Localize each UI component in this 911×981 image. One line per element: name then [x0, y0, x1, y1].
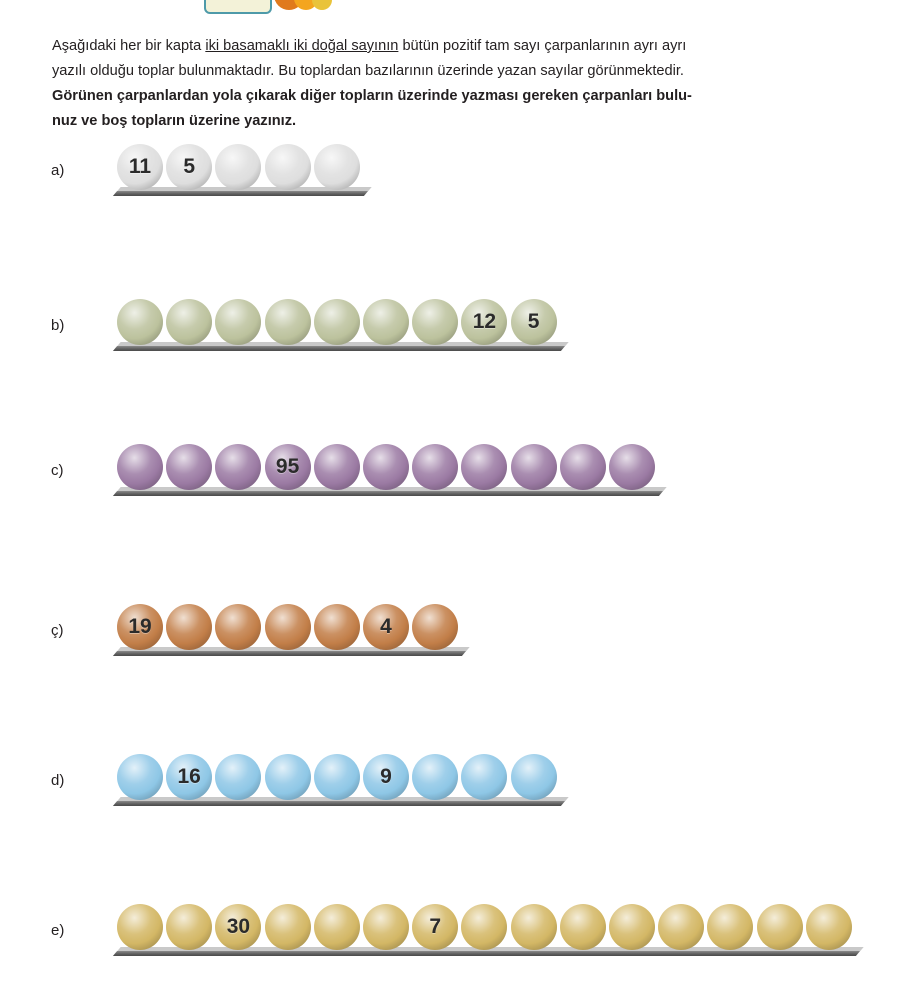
problem-label: ç)	[51, 622, 64, 639]
empty-ball[interactable]	[363, 904, 409, 950]
empty-ball[interactable]	[166, 444, 213, 490]
empty-ball[interactable]	[559, 904, 606, 950]
empty-ball[interactable]	[264, 754, 311, 800]
empty-ball[interactable]	[510, 754, 557, 800]
empty-ball[interactable]	[215, 299, 262, 345]
problem-label: c)	[51, 462, 64, 479]
numbered-ball: 19	[117, 604, 163, 650]
instruction-underlined-text: iki basamaklı iki doğal sayının	[205, 38, 399, 54]
shelf	[112, 801, 565, 806]
numbered-ball: 12	[461, 299, 508, 345]
instruction-line-1: Aşağıdaki her bir kapta iki basamaklı ik…	[52, 34, 862, 59]
empty-ball[interactable]	[559, 444, 606, 490]
problem-label: a)	[51, 162, 65, 179]
problem-label: e)	[51, 922, 65, 939]
numbered-ball: 95	[264, 444, 311, 490]
empty-ball[interactable]	[510, 444, 557, 490]
instruction-line-3: Görünen çarpanlardan yola çıkarak diğer …	[52, 88, 692, 104]
empty-ball[interactable]	[166, 299, 213, 345]
empty-ball[interactable]	[412, 604, 459, 650]
instruction-line-2: yazılı olduğu toplar bulunmaktadır. Bu t…	[52, 63, 684, 79]
empty-ball[interactable]	[215, 754, 262, 800]
empty-ball[interactable]	[313, 299, 360, 345]
empty-ball[interactable]	[707, 904, 754, 950]
empty-ball[interactable]	[117, 299, 163, 345]
leaf-illustration	[312, 0, 332, 10]
empty-ball[interactable]	[313, 904, 360, 950]
empty-ball[interactable]	[117, 904, 163, 950]
empty-ball[interactable]	[264, 299, 311, 345]
numbered-ball: 5	[166, 144, 213, 190]
empty-ball[interactable]	[805, 904, 852, 950]
shelf	[112, 951, 860, 956]
empty-ball[interactable]	[264, 904, 311, 950]
empty-ball[interactable]	[510, 904, 557, 950]
empty-ball[interactable]	[166, 604, 213, 650]
empty-ball[interactable]	[166, 904, 213, 950]
empty-ball[interactable]	[609, 444, 655, 490]
empty-ball[interactable]	[363, 299, 409, 345]
instructions: Aşağıdaki her bir kapta iki basamaklı ik…	[52, 34, 862, 134]
empty-ball[interactable]	[313, 754, 360, 800]
instruction-line-4: nuz ve boş topların üzerine yazınız.	[52, 113, 297, 129]
empty-ball[interactable]	[412, 299, 459, 345]
shelf	[112, 491, 664, 496]
empty-ball[interactable]	[117, 444, 163, 490]
problem-label: b)	[51, 317, 65, 334]
numbered-ball: 5	[510, 299, 557, 345]
empty-ball[interactable]	[313, 604, 360, 650]
empty-ball[interactable]	[412, 754, 459, 800]
shelf	[112, 346, 565, 351]
empty-ball[interactable]	[412, 444, 459, 490]
leaf-illustration	[294, 0, 318, 10]
empty-ball[interactable]	[313, 144, 360, 190]
leaf-illustration	[274, 0, 304, 10]
numbered-ball: 11	[117, 144, 163, 190]
empty-ball[interactable]	[658, 904, 705, 950]
problem-label: d)	[51, 772, 65, 789]
empty-ball[interactable]	[313, 444, 360, 490]
empty-ball[interactable]	[215, 144, 262, 190]
empty-ball[interactable]	[264, 604, 311, 650]
empty-ball[interactable]	[756, 904, 803, 950]
empty-ball[interactable]	[117, 754, 163, 800]
empty-ball[interactable]	[461, 904, 508, 950]
top-illustration	[190, 0, 390, 14]
numbered-ball: 16	[166, 754, 213, 800]
shelf	[112, 191, 368, 196]
instruction-text: Aşağıdaki her bir kapta	[52, 38, 206, 54]
empty-ball[interactable]	[363, 444, 409, 490]
empty-ball[interactable]	[461, 444, 508, 490]
numbered-ball: 9	[363, 754, 409, 800]
numbered-ball: 7	[412, 904, 459, 950]
empty-ball[interactable]	[215, 604, 262, 650]
instruction-text: bütün pozitif tam sayı çarpanlarının ayr…	[398, 38, 687, 54]
numbered-ball: 30	[215, 904, 262, 950]
numbered-ball: 4	[363, 604, 409, 650]
empty-ball[interactable]	[264, 144, 311, 190]
shelf	[112, 651, 467, 656]
empty-ball[interactable]	[609, 904, 655, 950]
empty-ball[interactable]	[461, 754, 508, 800]
empty-ball[interactable]	[215, 444, 262, 490]
card-illustration	[204, 0, 272, 14]
